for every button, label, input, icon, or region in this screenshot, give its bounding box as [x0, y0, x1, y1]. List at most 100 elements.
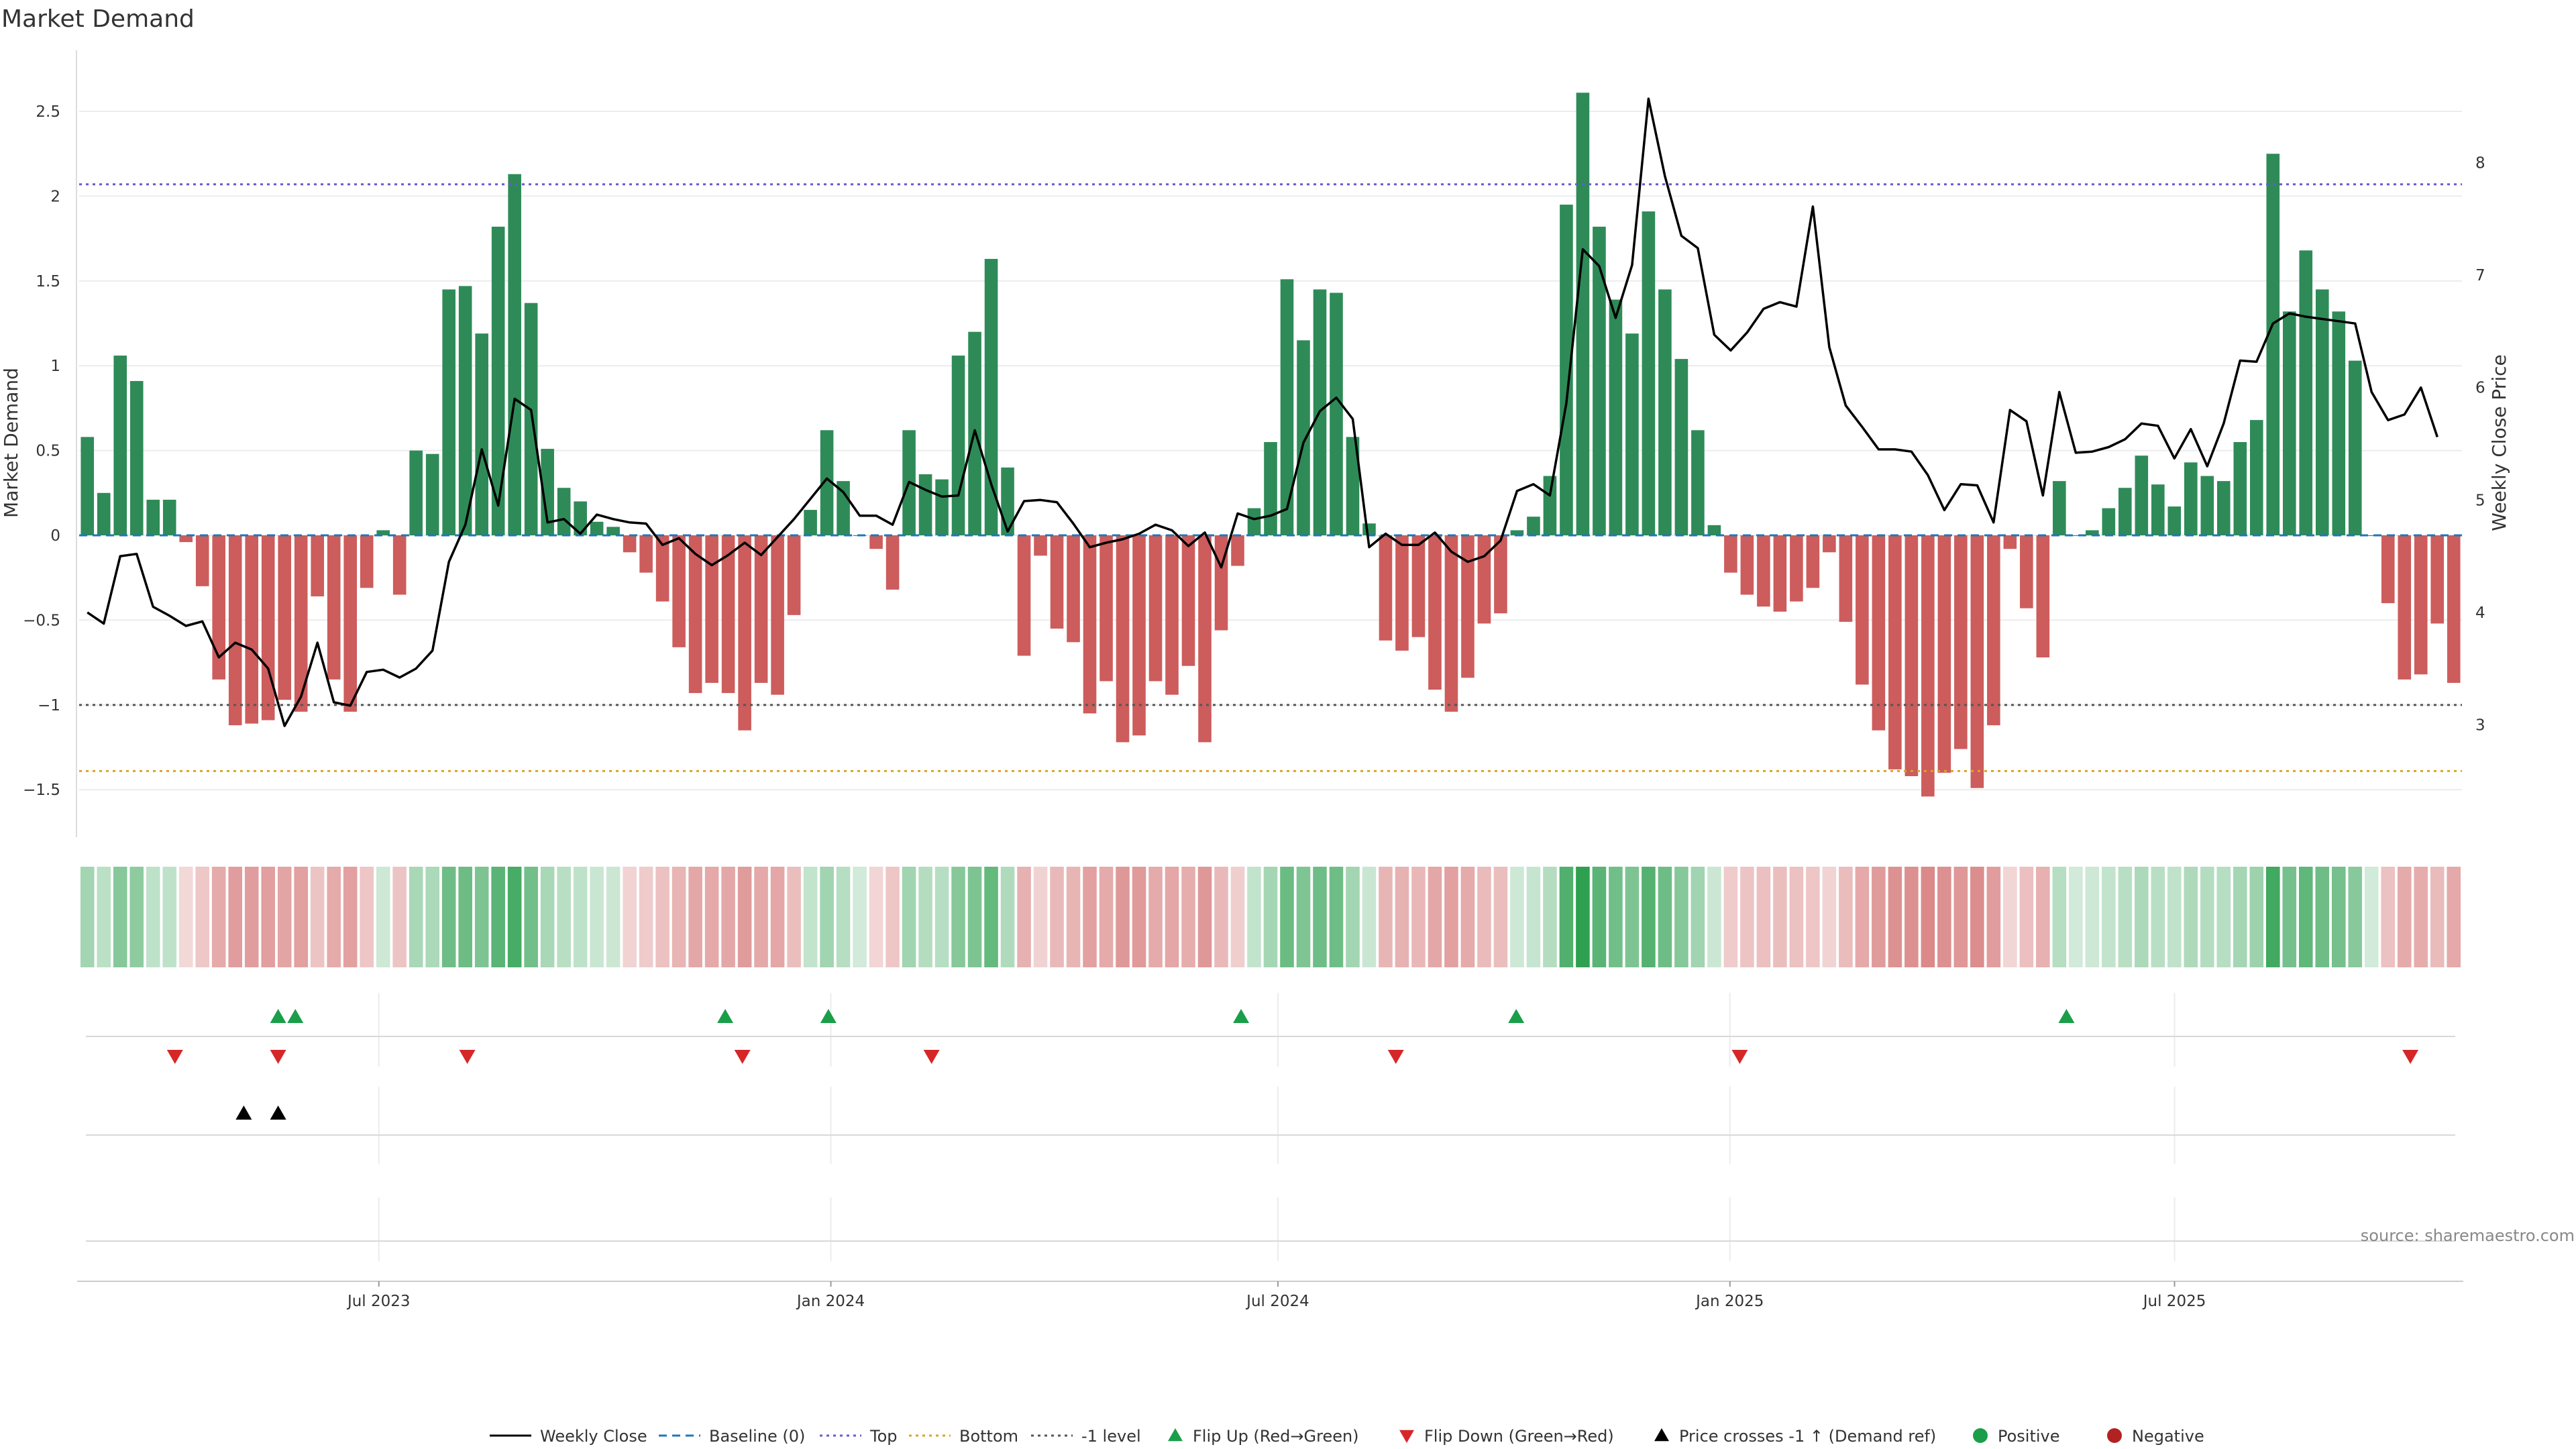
heat-cell	[97, 867, 111, 967]
demand-bar	[1017, 535, 1031, 656]
heat-cell	[1346, 867, 1360, 967]
demand-bar	[951, 356, 965, 536]
heat-cell	[310, 867, 325, 967]
heat-cell	[1625, 867, 1640, 967]
demand-bar	[2053, 481, 2066, 536]
demand-bar	[738, 535, 751, 731]
heat-cell	[2069, 867, 2083, 967]
heat-cell	[2052, 867, 2067, 967]
demand-bar	[2266, 154, 2280, 536]
heat-cell	[1526, 867, 1541, 967]
heat-cell	[261, 867, 275, 967]
demand-bar	[1707, 525, 1721, 536]
y2-tick-label: 5	[2475, 492, 2485, 509]
demand-bar	[1461, 535, 1474, 678]
x-tick-label: Jan 2024	[796, 1293, 865, 1310]
flip-up-marker	[1508, 1009, 1525, 1023]
demand-bar	[837, 481, 850, 536]
heat-cell	[277, 867, 292, 967]
demand-bar	[2151, 484, 2165, 536]
heat-cell	[1263, 867, 1278, 967]
demand-bar	[1560, 205, 1573, 536]
legend-item: Negative	[2107, 1427, 2204, 1446]
heat-cell	[1592, 867, 1607, 967]
y-tick-label: 1.5	[36, 273, 60, 290]
y-axis-ticks: −1.5 −1 −0.5 0 0.5 1 1.5 2 2.5	[23, 103, 60, 799]
heat-cell	[1510, 867, 1524, 967]
legend-item: Baseline (0)	[659, 1427, 805, 1446]
heat-cell	[2414, 867, 2428, 967]
legend: Weekly Close Baseline (0) Top Bottom -1 leve…	[490, 1427, 2204, 1446]
heat-cell	[1872, 867, 1886, 967]
price-cross-marker	[270, 1106, 286, 1120]
heat-cell	[343, 867, 358, 967]
heat-cell	[1411, 867, 1426, 967]
heat-cell	[1690, 867, 1705, 967]
heat-cell	[1559, 867, 1574, 967]
demand-bar	[2249, 420, 2263, 536]
heat-cell	[2266, 867, 2280, 967]
demand-bar	[1527, 517, 1540, 536]
y-tick-label: −0.5	[23, 612, 60, 629]
flip-up-marker	[1233, 1009, 1250, 1023]
heat-cell	[1444, 867, 1458, 967]
heat-cell	[1806, 867, 1820, 967]
heat-cell	[458, 867, 472, 967]
demand-bar	[392, 535, 407, 595]
y2-tick-label: 6	[2475, 380, 2485, 397]
flip-down-marker	[923, 1050, 940, 1064]
legend-triangle-symbol	[1654, 1428, 1669, 1442]
heat-cell	[1674, 867, 1688, 967]
heat-cell	[918, 867, 932, 967]
demand-bar	[869, 535, 883, 549]
demand-bar	[1116, 535, 1130, 743]
heat-cell	[1313, 867, 1327, 967]
demand-bar	[80, 437, 95, 536]
demand-bar	[1987, 535, 2000, 726]
y2-tick-label: 4	[2475, 604, 2485, 622]
demand-bar	[935, 479, 949, 536]
demand-bar	[1691, 430, 1705, 536]
heat-cell	[2019, 867, 2034, 967]
demand-bar	[491, 226, 505, 536]
demand-bar	[524, 303, 538, 536]
gridlines	[76, 50, 2462, 1261]
demand-bar	[162, 499, 176, 536]
weekly-close-line	[87, 97, 2438, 727]
demand-bar	[1543, 476, 1557, 536]
heat-cell	[540, 867, 555, 967]
event-marker-panels	[86, 1009, 2455, 1242]
demand-bar	[1411, 535, 1426, 637]
heat-cell	[80, 867, 95, 967]
flip-up-marker	[270, 1009, 286, 1023]
heat-cell	[639, 867, 653, 967]
demand-bar	[1790, 535, 1803, 602]
legend-label: Flip Down (Green→Red)	[1424, 1427, 1614, 1446]
demand-bar	[2135, 455, 2149, 536]
demand-bar	[1198, 535, 1212, 743]
heat-cell	[1937, 867, 1951, 967]
demand-bar	[1231, 535, 1244, 566]
demand-bar	[2118, 488, 2132, 536]
heat-cell	[2397, 867, 2412, 967]
y2-axis-ticks: 3 4 5 6 7 8	[2475, 155, 2485, 735]
demand-bar	[2430, 535, 2445, 624]
heat-cell	[2233, 867, 2247, 967]
flip-down-marker	[270, 1050, 286, 1064]
weekly-close-polyline	[87, 97, 2438, 727]
heat-cell	[688, 867, 702, 967]
demand-bar	[343, 535, 357, 712]
demand-bar	[1593, 226, 1606, 536]
demand-bar	[1264, 441, 1277, 536]
heat-cell	[951, 867, 965, 967]
heat-cell	[655, 867, 669, 967]
demand-bar	[278, 535, 292, 700]
heat-cell	[590, 867, 604, 967]
heat-cell	[195, 867, 210, 967]
reference-lines	[79, 183, 2462, 772]
heat-cell	[2184, 867, 2198, 967]
demand-bar	[721, 535, 735, 694]
demand-bar	[2365, 535, 2379, 537]
x-tick-label: Jul 2025	[2142, 1293, 2206, 1310]
demand-bar	[228, 535, 242, 726]
